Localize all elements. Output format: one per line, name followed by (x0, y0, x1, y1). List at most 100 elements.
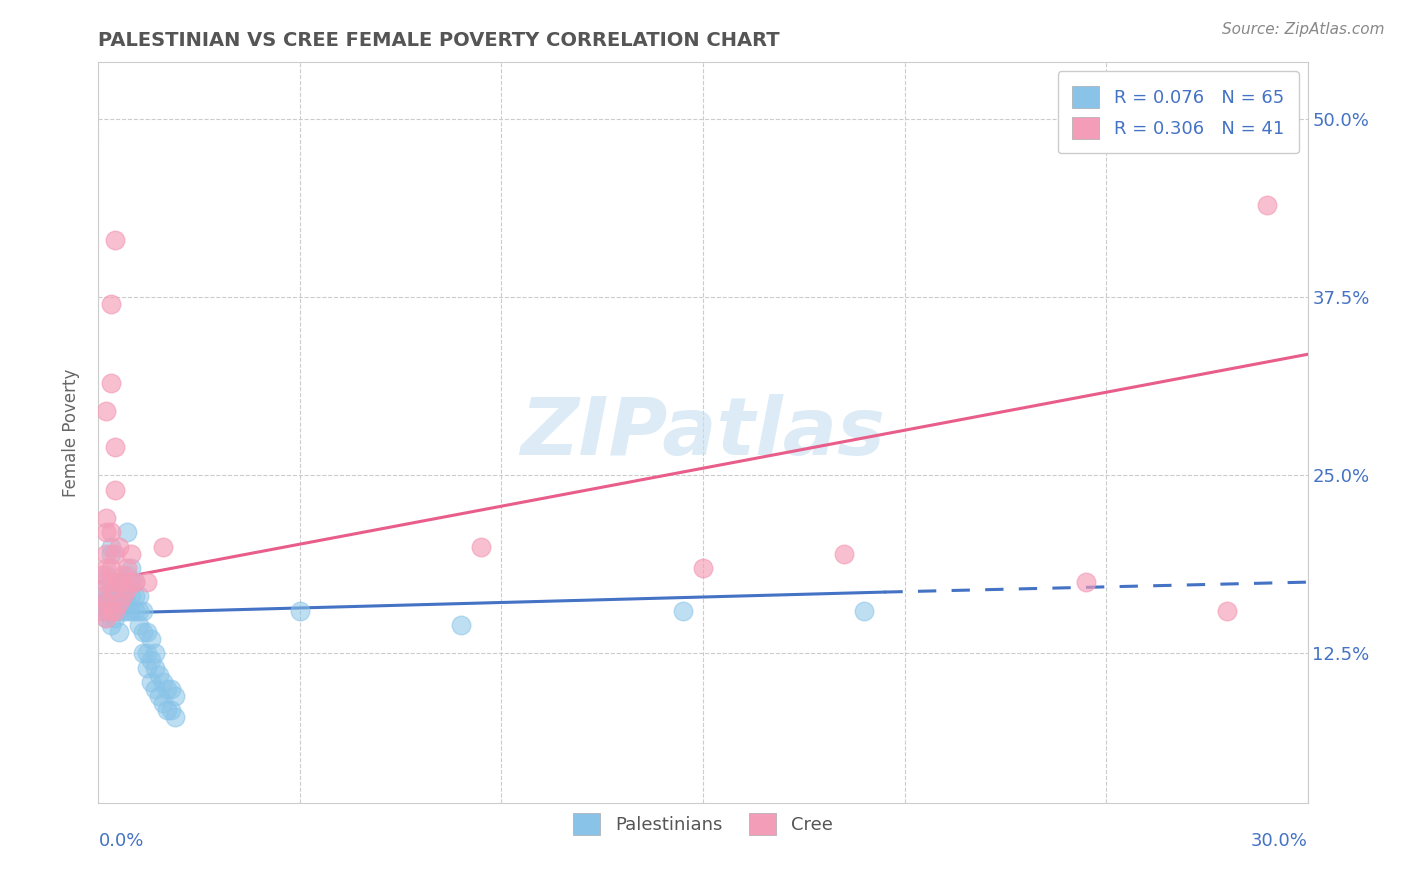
Point (832, 547, 855, 561)
Legend: Palestinians, Cree: Palestinians, Cree (567, 805, 839, 842)
Point (672, 604, 695, 618)
Point (96, 604, 118, 618)
Text: ZIPatlas: ZIPatlas (520, 393, 886, 472)
Point (139, 653, 162, 667)
Point (96, 561, 118, 575)
Point (124, 575, 146, 590)
Point (96, 611, 118, 625)
Point (103, 575, 125, 590)
Point (103, 234, 125, 248)
Point (115, 525, 138, 540)
Point (100, 617, 122, 632)
Point (103, 604, 125, 618)
Point (115, 561, 138, 575)
Point (103, 440, 125, 454)
Point (156, 703, 179, 717)
Point (120, 547, 142, 561)
Point (111, 604, 134, 618)
Point (163, 710, 186, 724)
Point (96, 597, 118, 611)
Point (100, 575, 122, 590)
Point (91, 568, 114, 582)
Point (1074, 575, 1097, 590)
Point (135, 624, 157, 639)
Point (111, 590, 134, 604)
Point (132, 604, 155, 618)
Point (143, 646, 166, 660)
Point (1256, 198, 1278, 212)
Point (143, 681, 166, 696)
Point (107, 604, 129, 618)
Point (91, 604, 114, 618)
Text: PALESTINIAN VS CREE FEMALE POVERTY CORRELATION CHART: PALESTINIAN VS CREE FEMALE POVERTY CORRE… (98, 30, 780, 50)
Point (139, 632, 162, 646)
Point (152, 696, 174, 710)
Point (111, 575, 134, 590)
Point (120, 575, 142, 590)
Point (124, 590, 146, 604)
Point (100, 376, 122, 390)
Point (96, 597, 118, 611)
Point (103, 590, 125, 604)
Point (107, 575, 129, 590)
Point (107, 540, 129, 554)
Point (160, 703, 183, 717)
Point (100, 561, 122, 575)
Point (96, 575, 118, 590)
Point (156, 681, 179, 696)
Point (96, 511, 118, 525)
Point (152, 674, 174, 689)
Point (470, 540, 492, 554)
Point (135, 660, 157, 674)
Point (100, 297, 122, 311)
Point (450, 617, 472, 632)
Point (853, 604, 876, 618)
Point (96, 404, 118, 418)
Point (120, 604, 142, 618)
Point (135, 575, 157, 590)
Point (103, 604, 125, 618)
Y-axis label: Female Poverty: Female Poverty (62, 368, 80, 497)
Point (120, 561, 142, 575)
Point (148, 667, 170, 681)
Point (103, 575, 125, 590)
Point (103, 483, 125, 497)
Point (107, 597, 129, 611)
Point (96, 582, 118, 597)
Point (96, 568, 118, 582)
Point (152, 540, 174, 554)
Point (135, 646, 157, 660)
Point (91, 590, 114, 604)
Point (143, 660, 166, 674)
Point (91, 597, 114, 611)
Point (100, 597, 122, 611)
Point (91, 604, 114, 618)
Point (1216, 604, 1239, 618)
Point (288, 604, 311, 618)
Point (132, 624, 155, 639)
Point (115, 604, 138, 618)
Point (148, 689, 170, 703)
Point (139, 674, 162, 689)
Point (107, 597, 129, 611)
Point (111, 590, 134, 604)
Point (115, 597, 138, 611)
Point (91, 590, 114, 604)
Point (111, 568, 134, 582)
Point (100, 525, 122, 540)
Point (128, 604, 150, 618)
Point (100, 540, 122, 554)
Point (124, 604, 146, 618)
Point (128, 617, 150, 632)
Point (100, 590, 122, 604)
Point (160, 681, 183, 696)
Point (100, 604, 122, 618)
Point (115, 582, 138, 597)
Point (120, 575, 142, 590)
Point (107, 624, 129, 639)
Point (107, 575, 129, 590)
Point (96, 525, 118, 540)
Point (115, 568, 138, 582)
Text: 30.0%: 30.0% (1251, 832, 1308, 850)
Point (100, 547, 122, 561)
